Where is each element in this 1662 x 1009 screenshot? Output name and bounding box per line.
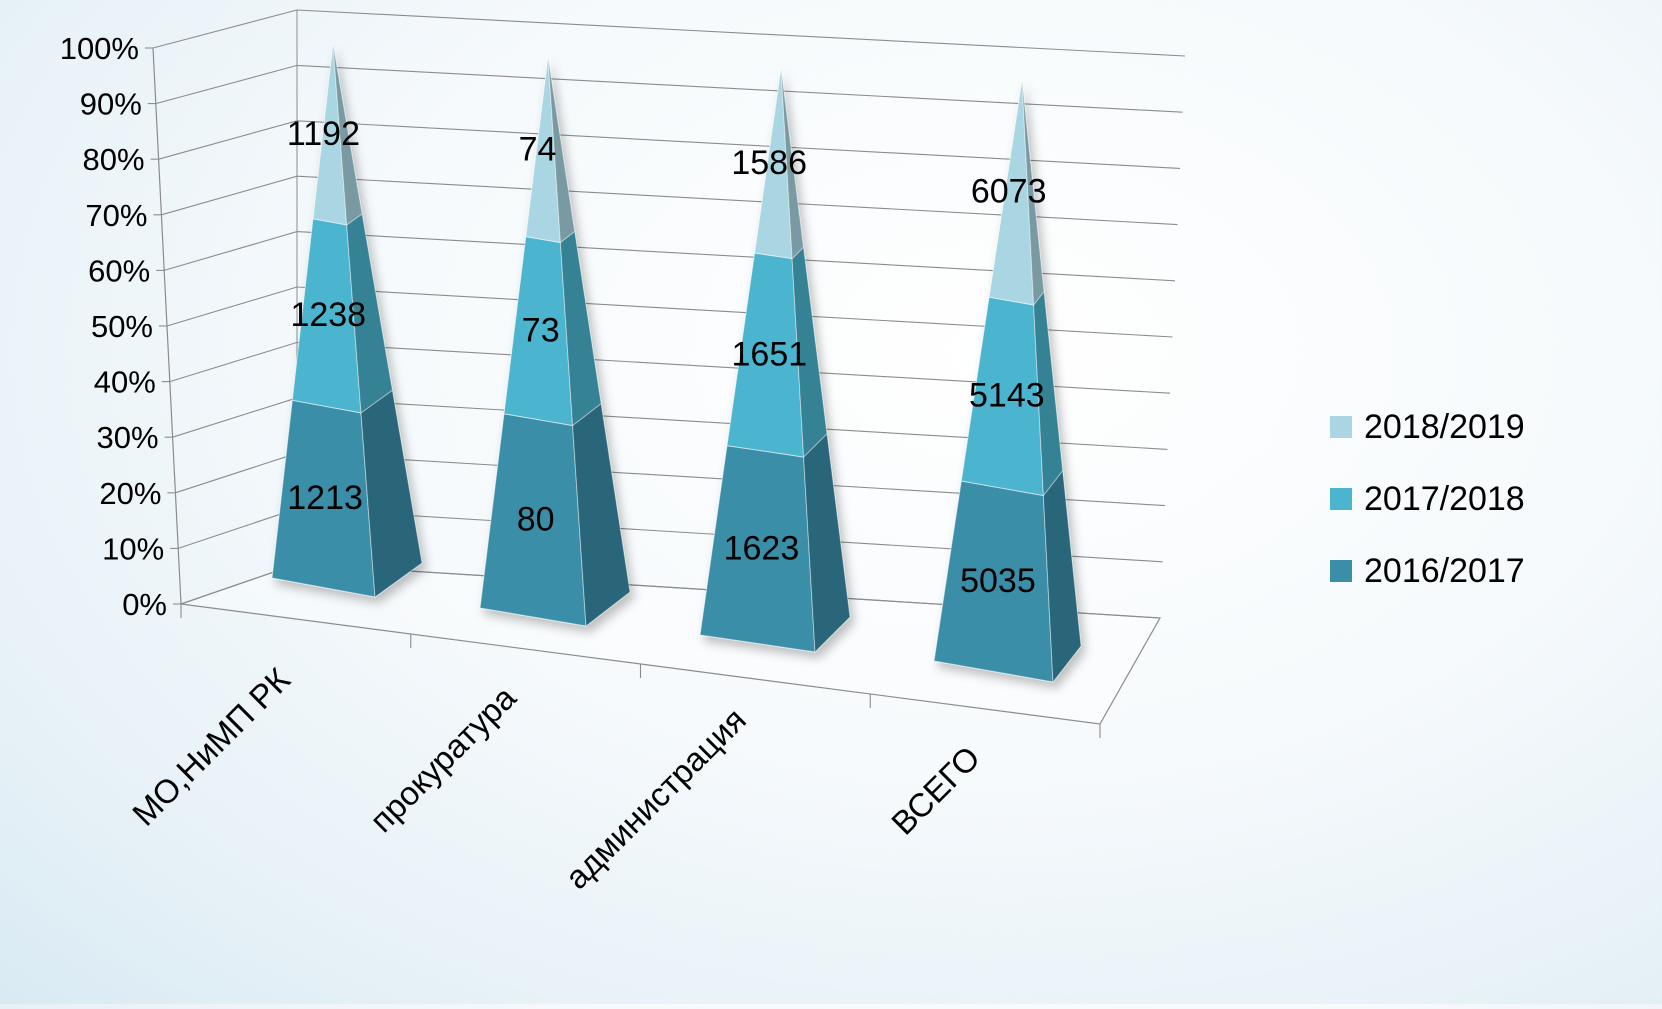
legend-label: 2016/2017	[1364, 552, 1525, 590]
pyramid-segment-side	[780, 67, 805, 260]
pyramid-segment-side	[332, 43, 363, 226]
category-label: прокуратура	[363, 678, 524, 839]
gridline	[166, 286, 1173, 338]
category-label: администрация	[558, 701, 753, 896]
category-label: МО,НиМП РК	[125, 660, 298, 833]
y-tick-label: 90%	[80, 87, 142, 122]
pyramid-segment-side	[547, 56, 576, 244]
y-tick-label: 0%	[122, 587, 167, 622]
y-tick-label: 10%	[102, 531, 164, 566]
pyramid-1	[271, 43, 423, 598]
data-label: 6073	[971, 173, 1047, 211]
gridline	[169, 341, 1171, 394]
legend-label: 2018/2019	[1364, 408, 1525, 446]
data-label: 74	[519, 130, 557, 168]
y-tick-label: 40%	[94, 365, 156, 400]
pyramid-4	[933, 79, 1082, 684]
data-label: 5035	[960, 562, 1036, 600]
gridline	[152, 9, 1186, 57]
data-label: 73	[522, 312, 560, 350]
legend-swatch	[1330, 560, 1352, 582]
y-tick-label: 80%	[83, 142, 145, 177]
legend-label: 2017/2018	[1364, 480, 1525, 518]
data-label: 1213	[287, 479, 363, 517]
y-tick-label: 60%	[88, 253, 150, 288]
y-tick-label: 50%	[91, 309, 153, 344]
data-label: 1238	[290, 296, 366, 334]
gridline	[158, 120, 1181, 169]
legend-swatch	[1330, 488, 1352, 510]
pyramid-3	[699, 67, 851, 654]
pyramid-2	[479, 56, 631, 627]
gridline	[161, 175, 1178, 226]
y-tick-label: 70%	[85, 198, 147, 233]
category-label: ВСЕГО	[884, 739, 987, 842]
data-label: 1651	[732, 336, 808, 374]
data-label: 1623	[724, 529, 800, 567]
y-tick-label: 30%	[97, 420, 159, 455]
data-label: 1586	[731, 144, 807, 182]
pyramid-segment-side	[1021, 79, 1045, 307]
y-tick-label: 20%	[99, 476, 161, 511]
gridline	[155, 64, 1183, 113]
y-tick-label: 100%	[60, 31, 139, 66]
legend-swatch	[1330, 416, 1352, 438]
gridline	[164, 231, 1176, 282]
data-label: 80	[517, 500, 555, 538]
data-label: 5143	[969, 377, 1045, 415]
data-label: 1192	[287, 115, 360, 153]
